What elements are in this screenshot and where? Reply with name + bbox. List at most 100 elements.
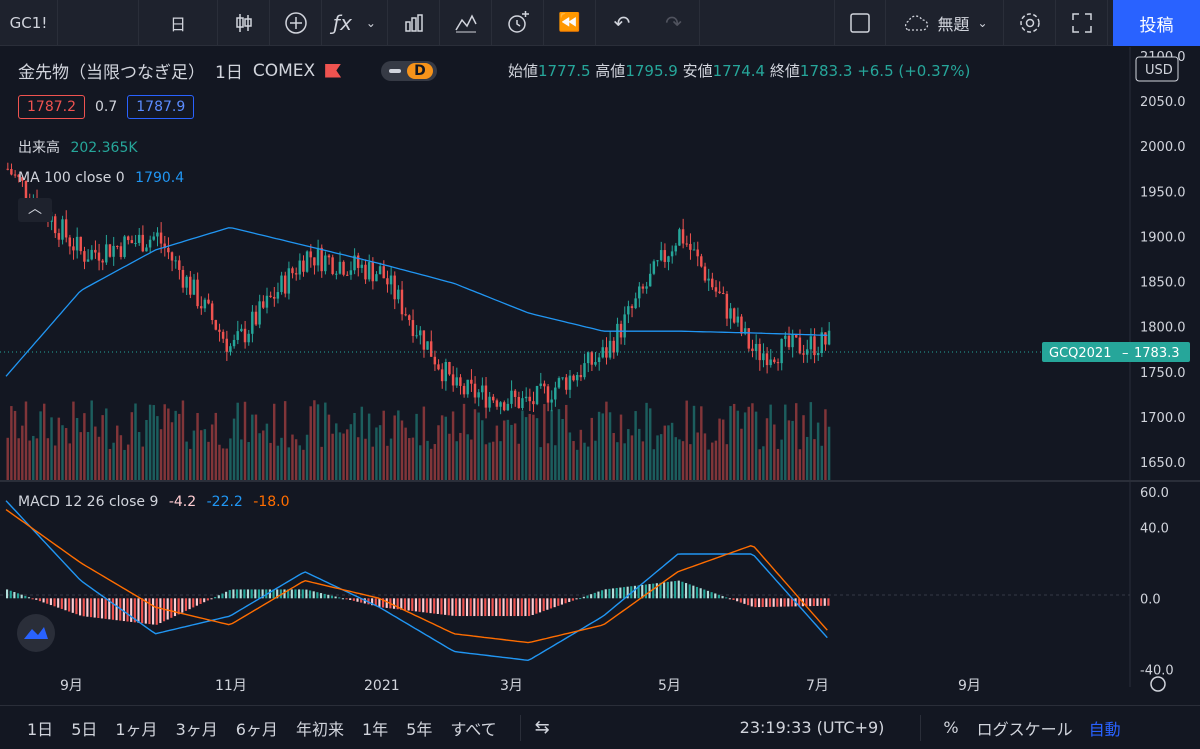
candle-body [824, 332, 827, 345]
chart-type-button[interactable] [218, 0, 270, 46]
macd-histogram-bar [122, 598, 125, 622]
macd-histogram-bar [396, 598, 399, 610]
macd-histogram-bar [111, 598, 115, 620]
post-button[interactable]: 投稿 [1113, 0, 1200, 46]
volume-bar [663, 425, 667, 480]
candle-body [535, 385, 539, 405]
macd-histogram-bar [725, 597, 728, 599]
volume-bar [721, 419, 725, 480]
currency-button[interactable] [1135, 56, 1179, 82]
candle-body [225, 338, 228, 352]
compare-button[interactable] [270, 0, 322, 46]
interval-button[interactable]: 日 [138, 0, 218, 46]
save-layout-button[interactable]: 無題 ⌄ [886, 0, 1004, 46]
volume-bar [791, 420, 794, 480]
sell-button[interactable]: 1787.2 [18, 95, 85, 119]
macd-histogram-bar [579, 598, 582, 600]
buy-button[interactable]: 1787.9 [127, 95, 195, 119]
macd-histogram-bar [418, 598, 421, 612]
macd-histogram-bar [761, 598, 764, 608]
macd-line-value: -22.2 [206, 494, 243, 510]
price-chart[interactable]: 2100.02050.02000.01950.01900.01850.01800… [0, 47, 1200, 704]
candle-body [342, 261, 345, 275]
macd-histogram-bar [495, 598, 498, 617]
settings-gear[interactable] [1150, 676, 1166, 692]
macd-histogram-bar [586, 595, 589, 599]
gear-icon [1019, 12, 1040, 33]
volume-bar [243, 401, 247, 480]
candle-body [579, 374, 583, 378]
candle-body [805, 349, 809, 355]
macd-histogram-bar [655, 583, 658, 599]
layout-button[interactable] [834, 0, 886, 46]
volume-bar [116, 425, 119, 480]
candle-body [185, 276, 188, 288]
candle-body [251, 311, 254, 334]
volume-bar [612, 432, 615, 480]
range-button-2[interactable]: 1ヶ月 [115, 719, 158, 739]
volume-bar [535, 418, 539, 480]
candle-body [616, 323, 619, 353]
redo-button[interactable]: ↷ [648, 0, 700, 46]
candle-body [718, 291, 721, 293]
range-button-5[interactable]: 年初来 [295, 719, 344, 739]
macd-histogram-bar [440, 598, 443, 615]
macd-histogram-bar [568, 598, 571, 602]
candle-body [298, 260, 301, 275]
volume-bar [247, 442, 250, 480]
undo-button[interactable]: ↶ [596, 0, 648, 46]
macd-histogram-bar [195, 598, 198, 606]
volume-bar [130, 412, 134, 480]
macd-histogram-bar [24, 595, 27, 599]
templates-button[interactable] [388, 0, 440, 46]
macd-histogram-bar [553, 598, 556, 608]
auto-scale-toggle[interactable]: 自動 [1088, 719, 1121, 739]
range-button-7[interactable]: 5年 [406, 719, 433, 739]
volume-bar [72, 401, 75, 480]
volume-bar [320, 446, 323, 480]
range-button-4[interactable]: 6ヶ月 [235, 719, 278, 739]
volume-bar [229, 438, 232, 480]
macd-histogram-bar [447, 598, 450, 616]
legend-exchange: COMEX [252, 60, 316, 81]
volume-bar [758, 449, 761, 480]
macd-histogram-bar [465, 598, 469, 617]
range-button-1[interactable]: 5日 [71, 719, 98, 739]
volume-bar [101, 415, 104, 480]
date-range-icon[interactable]: ⇆ [534, 717, 550, 738]
macd-histogram-bar [677, 580, 680, 599]
macd-histogram-bar [239, 589, 242, 599]
candle-body [565, 377, 568, 390]
macd-histogram-bar [597, 591, 600, 599]
volume-bar [145, 419, 148, 480]
symbol-search-button[interactable]: GC1! [0, 0, 58, 46]
macd-histogram-bar [710, 592, 713, 599]
range-button-6[interactable]: 1年 [361, 719, 389, 739]
clock-time[interactable]: 23:19:33 (UTC+9) [739, 718, 885, 737]
volume-bar [24, 401, 28, 480]
indicator-templates-button[interactable] [440, 0, 492, 46]
range-button-0[interactable]: 1日 [27, 719, 54, 739]
volume-bar [787, 420, 791, 480]
collapse-legend-button[interactable]: ︿ [18, 198, 52, 222]
candle-body [648, 273, 652, 287]
alert-button[interactable] [492, 0, 544, 46]
range-button-8[interactable]: すべて [450, 719, 497, 739]
macd-legend: MACD 12 26 close 9 -4.2 -22.2 -18.0 [18, 494, 290, 510]
macd-histogram-bar [243, 589, 246, 599]
macd-histogram-bar [462, 598, 465, 617]
macd-histogram-bar [706, 590, 710, 599]
log-scale-toggle[interactable]: ログスケール [976, 719, 1073, 739]
percent-toggle[interactable]: % [943, 718, 959, 737]
market-status-pill[interactable]: D [381, 60, 437, 81]
fullscreen-button[interactable] [1056, 0, 1108, 46]
macd-histogram-bar [538, 598, 542, 613]
indicators-button[interactable]: ƒx ⌄ [322, 0, 388, 46]
settings-button[interactable] [1004, 0, 1056, 46]
range-button-3[interactable]: 3ヶ月 [175, 719, 218, 739]
volume-bar [495, 425, 499, 480]
candle-body [397, 289, 400, 300]
macd-histogram-bar [728, 598, 731, 600]
replay-button[interactable]: ⏪ [544, 0, 596, 46]
candle-body [116, 245, 119, 247]
